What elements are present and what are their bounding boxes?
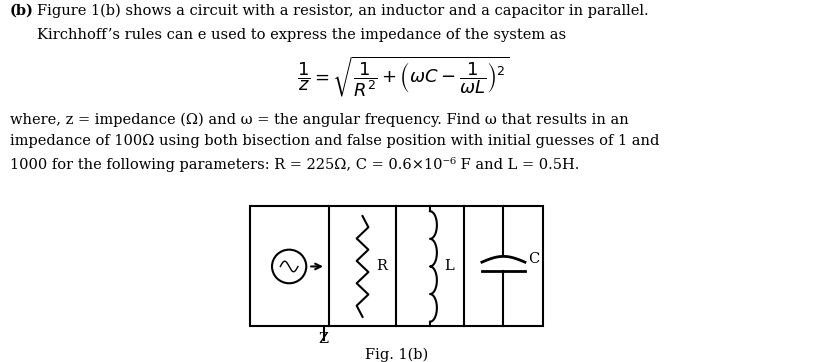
Text: L: L [444, 260, 454, 273]
Text: (b): (b) [10, 4, 34, 18]
Text: Figure 1(b) shows a circuit with a resistor, an inductor and a capacitor in para: Figure 1(b) shows a circuit with a resis… [37, 4, 648, 18]
Text: R: R [376, 260, 387, 273]
Text: C: C [528, 252, 540, 266]
Text: Fig. 1(b): Fig. 1(b) [365, 348, 428, 362]
Text: Kirchhoff’s rules can e used to express the impedance of the system as: Kirchhoff’s rules can e used to express … [37, 28, 566, 42]
Bar [249, 206, 543, 327]
Circle shape [272, 250, 306, 283]
Text: $\dfrac{1}{z} = \sqrt{\dfrac{1}{R^2} + \left(\omega C - \dfrac{1}{\omega L}\righ: $\dfrac{1}{z} = \sqrt{\dfrac{1}{R^2} + \… [297, 55, 509, 100]
Text: impedance of 100Ω using both bisection and false position with initial guesses o: impedance of 100Ω using both bisection a… [10, 134, 659, 148]
Text: Z: Z [318, 332, 329, 346]
Text: where, z = impedance (Ω) and ω = the angular frequency. Find ω that results in a: where, z = impedance (Ω) and ω = the ang… [10, 112, 629, 127]
Text: 1000 for the following parameters: R = 225Ω, C = 0.6×10⁻⁶ F and L = 0.5H.: 1000 for the following parameters: R = 2… [10, 156, 579, 172]
